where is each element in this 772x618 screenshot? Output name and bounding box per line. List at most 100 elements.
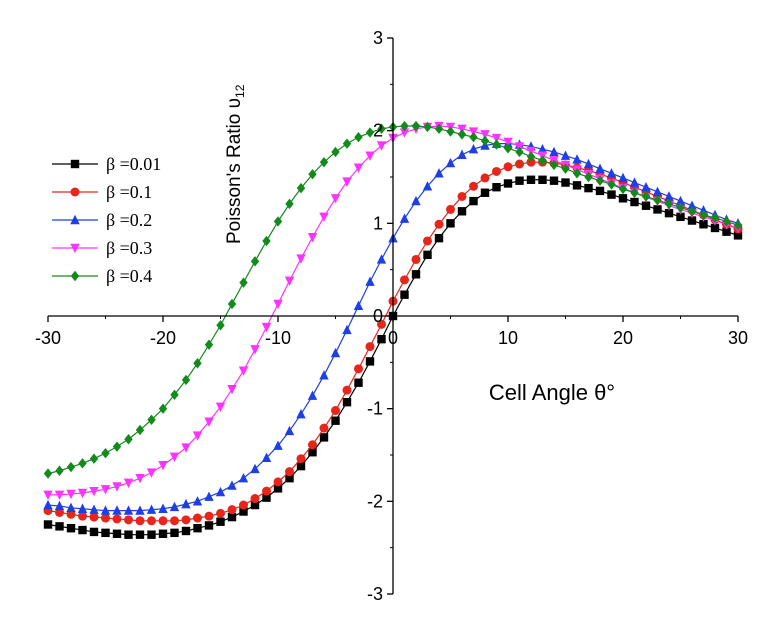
data-point: [135, 530, 145, 539]
data-point: [411, 270, 421, 279]
data-point: [101, 447, 110, 459]
data-point: [147, 414, 156, 425]
data-point: [399, 213, 410, 223]
data-point: [227, 505, 237, 515]
data-point: [676, 202, 685, 213]
data-point: [423, 250, 432, 260]
x-tick-label: 10: [498, 328, 518, 348]
data-point: [595, 186, 605, 196]
data-point: [354, 364, 363, 374]
data-point: [422, 181, 433, 191]
data-point: [699, 209, 708, 221]
data-point: [123, 478, 134, 488]
data-point: [169, 452, 180, 463]
y-tick-label: -3: [367, 584, 383, 604]
data-point: [538, 155, 547, 166]
data-point: [89, 486, 99, 497]
data-point: [181, 443, 191, 453]
data-point: [687, 200, 697, 210]
data-point: [250, 345, 260, 355]
data-point: [262, 235, 271, 247]
data-point: [400, 120, 409, 132]
data-point: [135, 473, 145, 484]
data-point: [376, 141, 387, 151]
data-point: [158, 503, 168, 513]
data-point: [353, 163, 364, 173]
data-point: [675, 195, 686, 206]
data-point: [607, 190, 616, 199]
legend-marker: [70, 270, 80, 282]
data-point: [595, 163, 605, 173]
data-point: [101, 528, 110, 538]
data-point: [158, 529, 168, 538]
data-point: [699, 220, 708, 229]
data-point: [710, 223, 720, 233]
data-point: [170, 516, 179, 526]
data-point: [630, 197, 639, 207]
data-point: [250, 494, 260, 504]
data-point: [537, 144, 548, 154]
data-point: [331, 416, 340, 425]
data-point: [204, 339, 214, 350]
data-point: [89, 512, 99, 522]
legend: β =0.01 β =0.1 β =0.2 β =0.3 β =0.4: [52, 154, 161, 286]
data-point: [457, 207, 467, 216]
data-point: [331, 406, 340, 416]
data-point: [250, 463, 260, 474]
data-point: [181, 515, 191, 525]
data-point: [492, 139, 501, 150]
data-point: [169, 501, 180, 512]
data-point: [319, 370, 329, 380]
data-point: [181, 374, 191, 386]
data-point: [170, 528, 179, 538]
x-tick-label: -10: [265, 328, 291, 348]
data-point: [630, 187, 639, 198]
x-tick-label: 20: [613, 328, 633, 348]
data-point: [480, 130, 490, 140]
data-point: [676, 212, 685, 222]
data-point: [400, 275, 409, 285]
data-point: [572, 154, 582, 164]
data-point: [124, 434, 133, 445]
data-point: [365, 276, 375, 286]
data-point: [733, 231, 743, 240]
data-point: [296, 254, 306, 264]
data-point: [469, 181, 478, 191]
data-point: [78, 458, 87, 469]
data-point: [560, 150, 571, 160]
data-point: [158, 516, 168, 526]
data-point: [354, 378, 363, 387]
y-tick-label: 1: [373, 213, 383, 233]
data-point: [89, 504, 99, 514]
data-point: [687, 206, 697, 217]
data-point: [135, 505, 145, 515]
data-point: [434, 233, 444, 243]
y-axis-title: Poisson's Ratio υ12: [224, 84, 247, 244]
data-point: [308, 440, 317, 450]
data-point: [78, 525, 87, 535]
data-point: [193, 358, 202, 369]
data-point: [307, 233, 318, 243]
data-point: [342, 177, 352, 187]
data-point: [296, 461, 306, 471]
data-point: [377, 319, 386, 329]
y-tick-label: 3: [373, 28, 383, 48]
data-point: [250, 256, 260, 267]
data-point: [572, 181, 582, 190]
data-point: [457, 191, 467, 201]
data-point: [469, 131, 478, 143]
data-point: [584, 171, 593, 183]
data-point: [446, 219, 455, 228]
data-point: [250, 500, 260, 510]
data-point: [216, 508, 225, 518]
legend-item: β =0.3: [52, 238, 152, 258]
data-point: [100, 505, 111, 515]
data-point: [112, 505, 122, 515]
data-point: [411, 195, 421, 206]
data-point: [158, 403, 168, 414]
data-point: [284, 425, 295, 436]
data-point: [469, 196, 478, 206]
legend-marker: [70, 159, 80, 169]
data-point: [192, 431, 203, 441]
data-point: [43, 499, 53, 510]
